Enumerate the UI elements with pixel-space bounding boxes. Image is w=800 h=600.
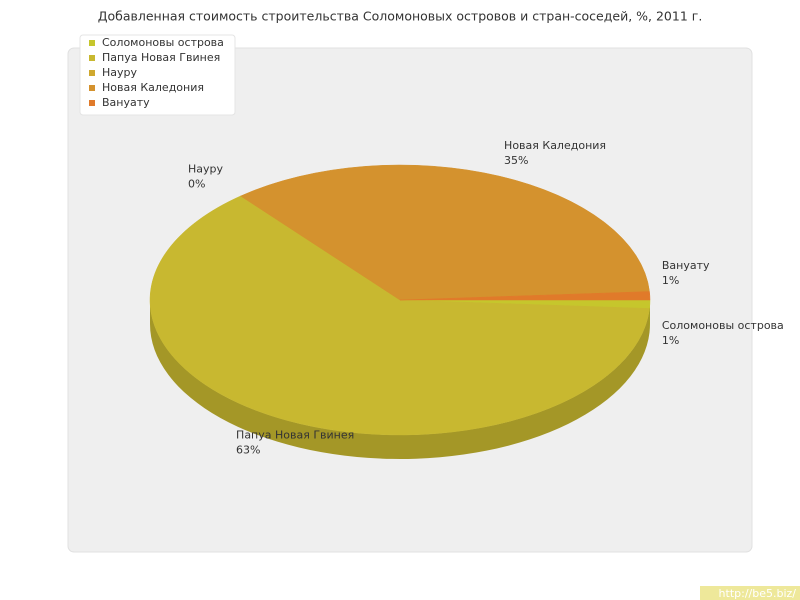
- legend-label: Новая Каледония: [102, 81, 204, 94]
- slice-value-label: 1%: [662, 334, 679, 347]
- watermark-bg: [700, 586, 800, 600]
- watermark: http://be5.biz/: [719, 587, 797, 600]
- slice-value-label: 35%: [504, 154, 528, 167]
- legend-label: Вануату: [102, 96, 150, 109]
- slice: [240, 164, 650, 301]
- slice-value-label: 1%: [662, 274, 679, 287]
- slice-label: Новая Каледония: [504, 139, 606, 152]
- legend-label: Папуа Новая Гвинея: [102, 51, 220, 64]
- chart-title: Добавленная стоимость строительства Соло…: [98, 9, 703, 24]
- legend-box: [79, 34, 236, 116]
- slice-label: Вануату: [662, 259, 710, 272]
- slice-label: Науру: [188, 163, 224, 176]
- legend-swatch: [89, 55, 95, 61]
- slice-label: Соломоновы острова: [662, 319, 784, 332]
- slice-value-label: 63%: [236, 444, 260, 457]
- legend-swatch: [89, 100, 95, 106]
- slice: [149, 195, 650, 436]
- slice: [399, 291, 651, 301]
- legend-swatch: [89, 70, 95, 76]
- slice-side: [150, 300, 650, 459]
- legend-label: Соломоновы острова: [102, 36, 224, 49]
- legend-swatch: [89, 85, 95, 91]
- slice-value-label: 0%: [188, 178, 205, 191]
- slice-label: Папуа Новая Гвинея: [236, 429, 354, 442]
- legend-swatch: [89, 40, 95, 46]
- legend-label: Науру: [102, 66, 138, 79]
